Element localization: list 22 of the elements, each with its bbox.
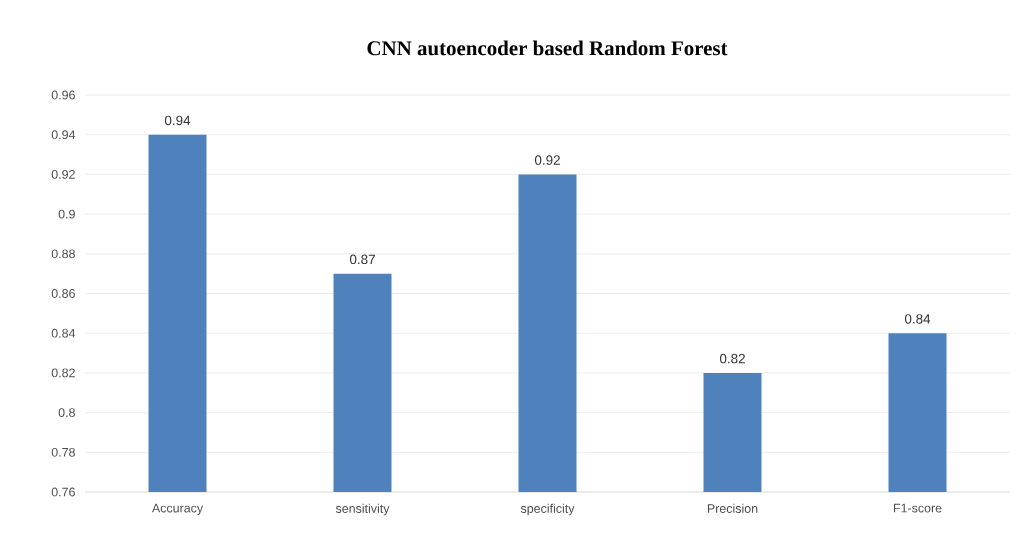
data-label: 0.94 — [164, 115, 191, 126]
y-tick-label: 0.96 — [51, 90, 75, 100]
x-tick-label: Accuracy — [151, 503, 204, 515]
y-tick-label: 0.88 — [51, 249, 75, 259]
y-tick-label: 0.86 — [51, 289, 75, 298]
y-tick-label: 0.76 — [51, 487, 75, 497]
x-tick-label: sensitivity — [335, 503, 390, 516]
y-tick-label: 0.9 — [58, 209, 75, 219]
y-tick-label: 0.8 — [58, 408, 75, 418]
y-tick-label: 0.92 — [51, 170, 75, 179]
data-label: 0.84 — [904, 314, 931, 324]
data-label: 0.82 — [719, 353, 745, 364]
data-label: 0.92 — [534, 155, 560, 165]
y-tick-label: 0.82 — [51, 368, 75, 378]
y-tick-label: 0.78 — [51, 447, 75, 457]
y-tick-label: 0.84 — [51, 328, 76, 338]
y-tick-label: 0.94 — [51, 130, 76, 140]
chart-title: CNN autoencoder based Random Forest — [367, 40, 728, 56]
x-tick-label: specificity — [520, 503, 575, 516]
data-label: 0.87 — [349, 254, 375, 265]
x-tick-label: Precision — [707, 503, 758, 513]
x-tick-label: F1-score — [893, 503, 942, 513]
